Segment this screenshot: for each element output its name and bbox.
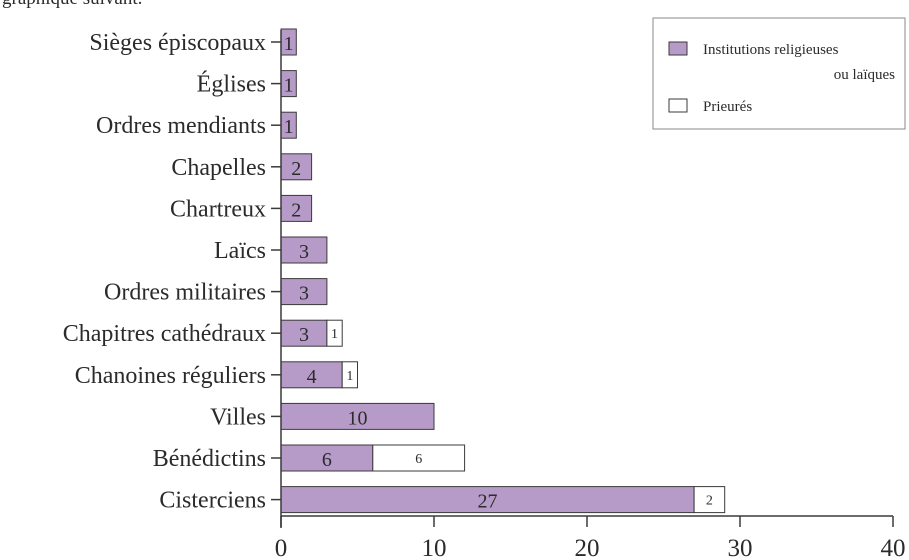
legend-swatch-prieures (668, 98, 688, 113)
category-label-villes: Villes (210, 404, 266, 430)
bar-value-label: 3 (299, 283, 309, 305)
x-tick-label: 20 (575, 535, 600, 560)
legend-label-institutions-line2: ou laïques (834, 67, 895, 83)
bar-prieures-cisterciens (693, 486, 726, 514)
bar-value-label: 3 (299, 241, 309, 263)
legend-label-prieures: Prieurés (703, 99, 752, 115)
legend-box (652, 17, 906, 130)
bar-value-label: 10 (348, 407, 368, 429)
category-label-cisterciens: Cisterciens (159, 488, 266, 514)
category-label-chartreux: Chartreux (170, 196, 266, 222)
bar-value-label: 4 (307, 366, 317, 388)
bar-value-label: 1 (284, 75, 294, 97)
category-label-sieges-episcopaux: Sièges épiscopaux (89, 30, 266, 56)
x-tick-label: 40 (881, 535, 906, 560)
category-label-ordres-militaires: Ordres militaires (104, 280, 266, 306)
bar-prieures-chapitres-cathedraux (326, 319, 343, 347)
x-tick-label: 10 (422, 535, 447, 560)
legend-label-institutions-line1: Institutions religieuses (703, 42, 839, 58)
bar-institutions-ordres-militaires (280, 278, 328, 306)
bar-value-label: 27 (478, 491, 498, 513)
header-text: graphique suivant. (2, 0, 142, 10)
bar-value-label: 2 (291, 199, 301, 221)
legend-swatch-institutions (668, 41, 688, 56)
category-label-eglises: Églises (197, 72, 266, 98)
bar-prieures-chanoines-reguliers (341, 361, 359, 389)
bar-value-label: 1 (284, 116, 294, 138)
bar-value-label: 6 (415, 452, 422, 467)
bar-institutions-cisterciens (280, 486, 695, 514)
category-label-laics: Laïcs (214, 238, 266, 264)
category-label-benedictins: Bénédictins (153, 446, 266, 472)
category-label-chapelles: Chapelles (171, 155, 266, 181)
bar-institutions-villes (280, 402, 435, 430)
category-label-chapitres-cathedraux: Chapitres cathédraux (63, 321, 266, 347)
x-tick-label: 30 (728, 535, 753, 560)
bar-value-label: 1 (331, 327, 338, 342)
bar-value-label: 6 (322, 449, 332, 471)
bar-value-label: 1 (284, 33, 294, 55)
category-label-chanoines-reguliers: Chanoines réguliers (75, 363, 266, 389)
bar-institutions-chanoines-reguliers (280, 361, 343, 389)
category-label-ordres-mendiants: Ordres mendiants (96, 113, 266, 139)
bar-value-label: 2 (706, 494, 713, 509)
bar-institutions-laics (280, 236, 328, 264)
x-tick-label: 0 (275, 535, 288, 560)
bar-value-label: 2 (291, 158, 301, 180)
bar-prieures-benedictins (372, 444, 466, 472)
bar-value-label: 3 (299, 324, 309, 346)
bar-value-label: 1 (346, 369, 353, 384)
